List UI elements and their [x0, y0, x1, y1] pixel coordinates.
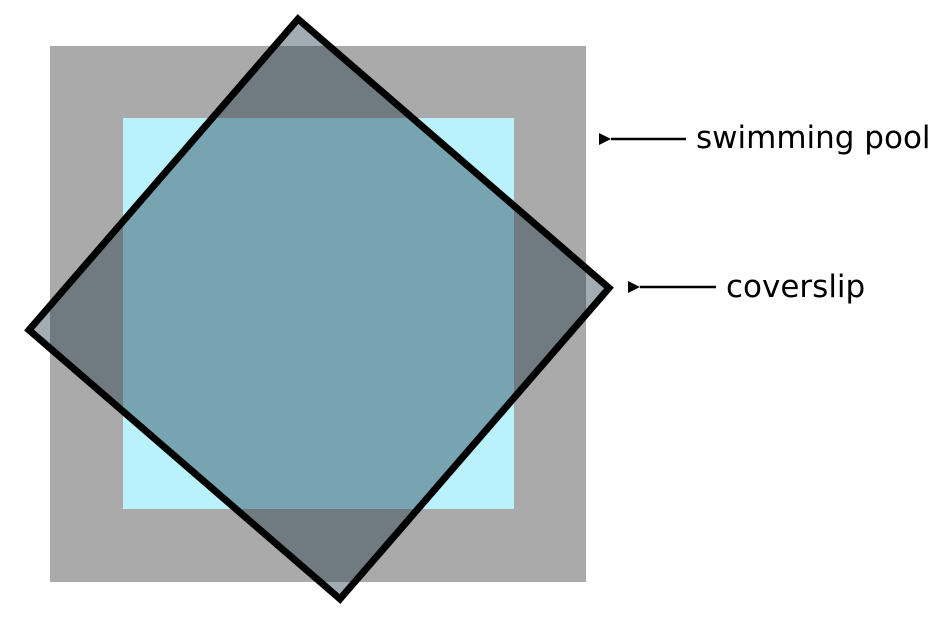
- pool-water: [123, 118, 514, 509]
- coverslip: [24, 14, 614, 604]
- coverslip-label: coverslip: [726, 269, 865, 305]
- pool-label: swimming pool: [696, 120, 931, 156]
